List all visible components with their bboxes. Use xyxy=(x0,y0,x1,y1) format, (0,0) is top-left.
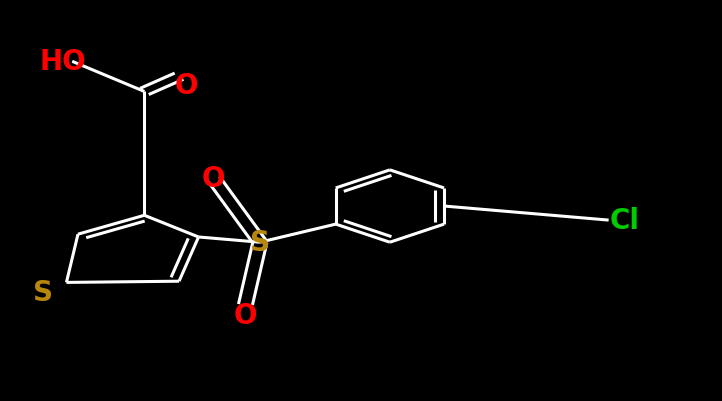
Text: S: S xyxy=(33,279,53,307)
Text: HO: HO xyxy=(40,48,87,76)
Text: O: O xyxy=(201,164,225,192)
Text: Cl: Cl xyxy=(610,207,640,235)
Text: O: O xyxy=(234,301,257,329)
Text: O: O xyxy=(175,72,198,100)
Text: S: S xyxy=(250,229,270,257)
